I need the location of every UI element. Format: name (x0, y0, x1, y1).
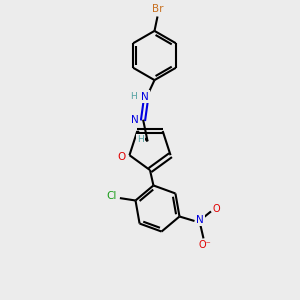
Text: O: O (213, 204, 220, 214)
Text: N: N (131, 115, 139, 125)
Text: O: O (118, 152, 126, 162)
Text: Cl: Cl (106, 191, 117, 201)
Text: Br: Br (152, 4, 163, 14)
Text: N: N (196, 214, 204, 224)
Text: N: N (141, 92, 148, 102)
Text: H: H (130, 92, 137, 101)
Text: H: H (137, 135, 143, 144)
Text: O⁻: O⁻ (199, 240, 212, 250)
